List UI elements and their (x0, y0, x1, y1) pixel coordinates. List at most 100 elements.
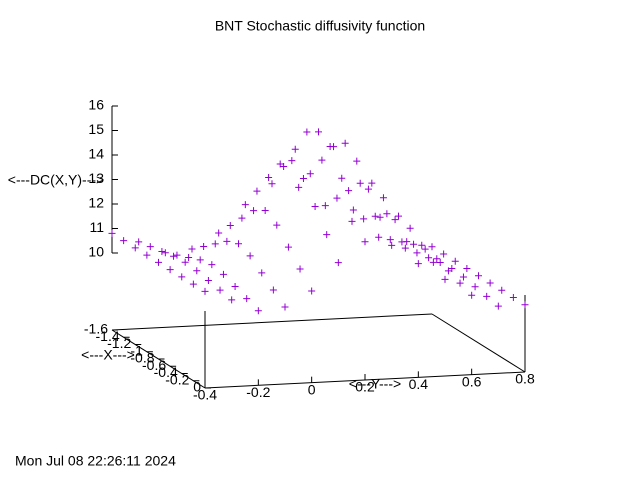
surface-point (241, 201, 249, 209)
surface-point (364, 185, 372, 193)
surface-point (231, 282, 239, 290)
surface-point (250, 207, 258, 215)
surface-point (468, 291, 476, 299)
surface-point (425, 254, 433, 262)
z-tick-label: 15 (88, 121, 104, 137)
surface-point (161, 249, 169, 257)
surface-point (208, 261, 216, 269)
x-tick-label: -1.2 (107, 335, 131, 351)
surface-point (410, 240, 418, 248)
surface-point (185, 253, 193, 261)
surface-point (108, 229, 116, 237)
surface-point (521, 301, 529, 309)
surface-point (421, 245, 429, 253)
surface-point (268, 180, 276, 188)
surface-point (348, 217, 356, 225)
surface-point (261, 207, 269, 215)
surface-point (216, 286, 224, 294)
surface-point (441, 275, 449, 283)
surface-point (201, 287, 209, 295)
surface-point (345, 187, 353, 195)
surface-point (433, 255, 441, 263)
surface-point (414, 260, 422, 268)
surface-point (326, 143, 334, 150)
surface-point (475, 272, 482, 280)
x-tick-label: 0 (193, 379, 201, 395)
surface-point (235, 240, 242, 248)
surface-point (258, 269, 266, 277)
surface-point (228, 296, 236, 304)
surface-point (349, 206, 357, 214)
z-tick-label: 11 (89, 219, 104, 235)
surface-point (360, 215, 368, 223)
surface-point (338, 174, 346, 182)
surface-point (371, 212, 379, 220)
surface-point (315, 128, 322, 136)
x-tick-label: -1 (130, 342, 143, 358)
y-tick-label: 0.2 (355, 379, 375, 395)
surface-point (181, 258, 189, 266)
surface-point (368, 179, 376, 187)
surface-point (451, 257, 459, 265)
surface-point (158, 247, 166, 255)
surface-point (265, 174, 273, 182)
timestamp: Mon Jul 08 22:26:11 2024 (15, 453, 176, 469)
z-tick-label: 14 (88, 146, 104, 162)
surface-point (303, 128, 311, 136)
surface-point (376, 213, 384, 221)
surface-point (120, 237, 128, 245)
surface-point (403, 238, 411, 246)
y-tick-label: 0.4 (409, 376, 429, 392)
surface-point (333, 194, 341, 202)
surface-point (318, 156, 326, 164)
surface-point (211, 240, 219, 248)
surface-point (173, 251, 181, 259)
surface-point (155, 258, 162, 266)
surface-point (215, 229, 223, 237)
surface-point (284, 243, 292, 251)
surface-point (196, 256, 204, 264)
surface-point (306, 170, 314, 178)
surface-point (509, 294, 517, 302)
surface-point (413, 249, 421, 257)
surface-point (379, 194, 387, 202)
z-tick-label: 12 (88, 195, 104, 211)
surface-point (341, 139, 349, 147)
surface-point (131, 244, 139, 252)
x-tick-label: -1.4 (96, 328, 120, 344)
surface-point (375, 233, 383, 241)
surface-point (200, 242, 208, 250)
base-edge (111, 313, 433, 331)
surface-point (463, 265, 471, 273)
surface-point (456, 279, 464, 287)
surface-point (246, 252, 254, 260)
surface-point (494, 302, 502, 310)
surface-point (498, 286, 506, 294)
surface-point (223, 237, 231, 245)
surface-point (308, 287, 316, 295)
z-tick-label: 10 (88, 244, 104, 260)
surface-point (269, 286, 277, 294)
surface-point (386, 236, 394, 244)
surface-point (295, 183, 303, 191)
surface-point (288, 157, 296, 165)
surface-point (135, 238, 143, 246)
surface-point (486, 279, 494, 287)
surface-point (166, 266, 174, 274)
x-tick-label: -0.4 (154, 364, 178, 380)
x-tick-label: -1.6 (84, 321, 108, 337)
surface-point (444, 267, 452, 275)
surface-point (356, 179, 364, 187)
surface-point (219, 270, 227, 278)
surface-point (323, 231, 331, 239)
y-tick-label: -0.4 (193, 387, 217, 403)
surface-point (204, 276, 212, 284)
z-axis-label: <---DC(X,Y)---> (8, 172, 104, 188)
surface-point (254, 307, 262, 315)
surface-point (238, 214, 246, 222)
surface-point (276, 160, 284, 168)
y-tick-label: 0.6 (462, 373, 482, 389)
surface-point (406, 224, 414, 232)
surface-point (299, 174, 307, 182)
